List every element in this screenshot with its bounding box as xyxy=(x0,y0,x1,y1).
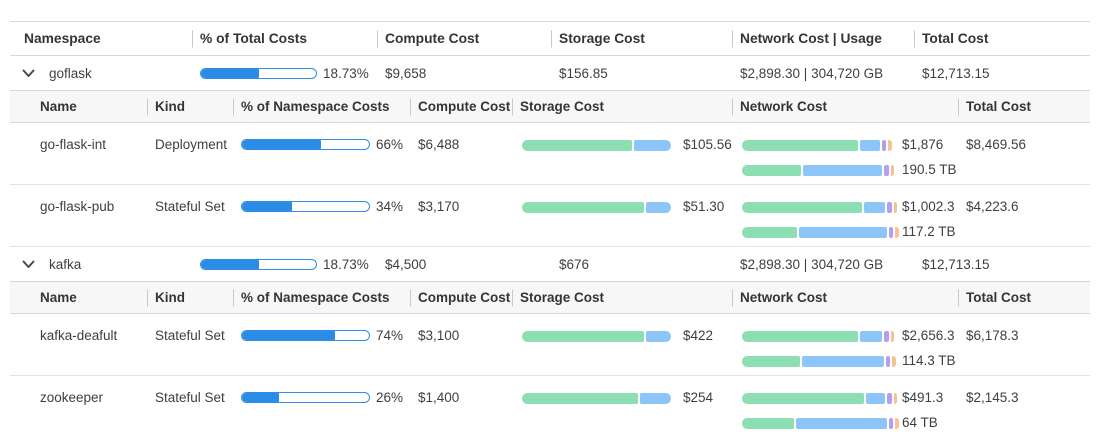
col-pct-total-costs: % of Total Costs xyxy=(192,30,377,47)
col-storage-cost: Storage Cost xyxy=(551,30,732,47)
workload-kind: Deployment xyxy=(155,137,228,152)
network-cost-bar xyxy=(742,330,895,342)
pct-total-costs-bar xyxy=(200,258,317,270)
total-cost-value: $2,145.3 xyxy=(966,390,1019,405)
network-cost-value: $1,002.3 xyxy=(902,199,955,214)
total-cost-value: $4,223.6 xyxy=(966,199,1019,214)
storage-cost-bar xyxy=(522,330,675,342)
namespace-table-header: Namespace % of Total Costs Compute Cost … xyxy=(10,21,1090,56)
col-kind: Kind xyxy=(147,98,233,115)
col-network-cost-usage: Network Cost | Usage xyxy=(732,30,914,47)
network-cost-value: $2,656.3 xyxy=(902,328,955,343)
pct-namespace-costs-bar xyxy=(241,330,370,341)
workload-table-header: Name Kind % of Namespace Costs Compute C… xyxy=(10,90,1090,123)
col-compute-cost: Compute Cost xyxy=(410,289,512,306)
col-total-cost: Total Cost xyxy=(958,289,1090,306)
storage-cost-value: $422 xyxy=(683,328,714,343)
workload-name: kafka-deafult xyxy=(40,328,118,343)
network-cost-value: $1,876 xyxy=(902,137,944,152)
compute-cost-value: $3,100 xyxy=(418,328,460,343)
pct-namespace-costs-bar xyxy=(241,392,370,403)
compute-cost-value: $1,400 xyxy=(418,390,460,405)
namespace-name: kafka xyxy=(49,256,82,272)
col-compute-cost: Compute Cost xyxy=(377,30,551,47)
col-pct-namespace-costs: % of Namespace Costs xyxy=(233,289,410,306)
col-name: Name xyxy=(40,99,77,114)
col-storage-cost: Storage Cost xyxy=(512,98,732,115)
col-kind: Kind xyxy=(147,289,233,306)
col-total-cost: Total Cost xyxy=(958,98,1090,115)
namespace-row-goflask[interactable]: goflask 18.73% $9,658 $156.85 $2,898.30 … xyxy=(10,56,1090,90)
storage-cost-bar xyxy=(522,392,675,404)
pct-namespace-costs-value: 74% xyxy=(376,328,404,343)
workload-kind: Stateful Set xyxy=(155,328,225,343)
workload-row-kafka-deafult[interactable]: kafka-deafult Stateful Set 74% $3,100 $4… xyxy=(10,314,1090,376)
workload-kind: Stateful Set xyxy=(155,390,225,405)
storage-cost-bar xyxy=(522,201,675,213)
col-network-cost: Network Cost xyxy=(732,289,958,306)
pct-namespace-costs-value: 26% xyxy=(376,390,404,405)
storage-cost-value: $105.56 xyxy=(683,137,732,152)
storage-cost-value: $254 xyxy=(683,390,714,405)
storage-cost-value: $156.85 xyxy=(559,65,608,81)
col-name: Name xyxy=(40,290,77,305)
total-cost-value: $12,713.15 xyxy=(922,65,990,81)
pct-namespace-costs-bar xyxy=(241,139,370,150)
network-cost-usage-value: $2,898.30 | 304,720 GB xyxy=(740,65,884,81)
workload-kind: Stateful Set xyxy=(155,199,225,214)
total-cost-value: $6,178.3 xyxy=(966,328,1019,343)
compute-cost-value: $9,658 xyxy=(385,65,427,81)
workload-name: go-flask-pub xyxy=(40,199,115,214)
pct-total-costs-value: 18.73% xyxy=(323,256,369,272)
network-usage-bar xyxy=(742,417,899,429)
storage-cost-value: $51.30 xyxy=(683,199,725,214)
workload-row-go-flask-int[interactable]: go-flask-int Deployment 66% $6,488 $105.… xyxy=(10,123,1090,185)
pct-total-costs-bar xyxy=(200,67,317,79)
total-cost-value: $8,469.56 xyxy=(966,137,1027,152)
network-cost-usage-value: $2,898.30 | 304,720 GB xyxy=(740,256,884,272)
pct-namespace-costs-value: 34% xyxy=(376,199,404,214)
cost-allocation-table: Namespace % of Total Costs Compute Cost … xyxy=(10,21,1090,436)
network-cost-value: $491.3 xyxy=(902,390,944,405)
storage-cost-bar xyxy=(522,139,675,151)
network-usage-value: 114.3 TB xyxy=(902,353,956,368)
chevron-down-icon[interactable] xyxy=(20,65,36,81)
workload-name: zookeeper xyxy=(40,390,104,405)
pct-namespace-costs-bar xyxy=(241,201,370,212)
compute-cost-value: $3,170 xyxy=(418,199,460,214)
col-storage-cost: Storage Cost xyxy=(512,289,732,306)
pct-total-costs-value: 18.73% xyxy=(323,65,369,81)
workload-name: go-flask-int xyxy=(40,137,107,152)
total-cost-value: $12,713.15 xyxy=(922,256,990,272)
network-cost-bar xyxy=(742,392,898,404)
compute-cost-value: $6,488 xyxy=(418,137,460,152)
network-usage-value: 64 TB xyxy=(902,415,938,430)
compute-cost-value: $4,500 xyxy=(385,256,427,272)
network-usage-value: 117.2 TB xyxy=(902,224,956,239)
namespace-name: goflask xyxy=(49,65,92,81)
col-pct-namespace-costs: % of Namespace Costs xyxy=(233,98,410,115)
network-usage-value: 190.5 TB xyxy=(902,162,957,177)
network-usage-bar xyxy=(742,355,896,367)
network-cost-bar xyxy=(742,201,898,213)
network-usage-bar xyxy=(742,164,895,176)
namespace-row-kafka[interactable]: kafka 18.73% $4,500 $676 $2,898.30 | 304… xyxy=(10,247,1090,281)
network-cost-bar xyxy=(742,139,894,151)
network-usage-bar xyxy=(742,226,899,238)
workload-row-zookeeper[interactable]: zookeeper Stateful Set 26% $1,400 $254 $… xyxy=(10,376,1090,436)
col-network-cost: Network Cost xyxy=(732,98,958,115)
col-compute-cost: Compute Cost xyxy=(410,98,512,115)
storage-cost-value: $676 xyxy=(559,256,590,272)
col-namespace: Namespace xyxy=(24,31,101,46)
chevron-down-icon[interactable] xyxy=(20,256,36,272)
workload-table-header: Name Kind % of Namespace Costs Compute C… xyxy=(10,281,1090,314)
workload-row-go-flask-pub[interactable]: go-flask-pub Stateful Set 34% $3,170 $51… xyxy=(10,185,1090,247)
pct-namespace-costs-value: 66% xyxy=(376,137,404,152)
col-total-cost: Total Cost xyxy=(914,30,1090,47)
